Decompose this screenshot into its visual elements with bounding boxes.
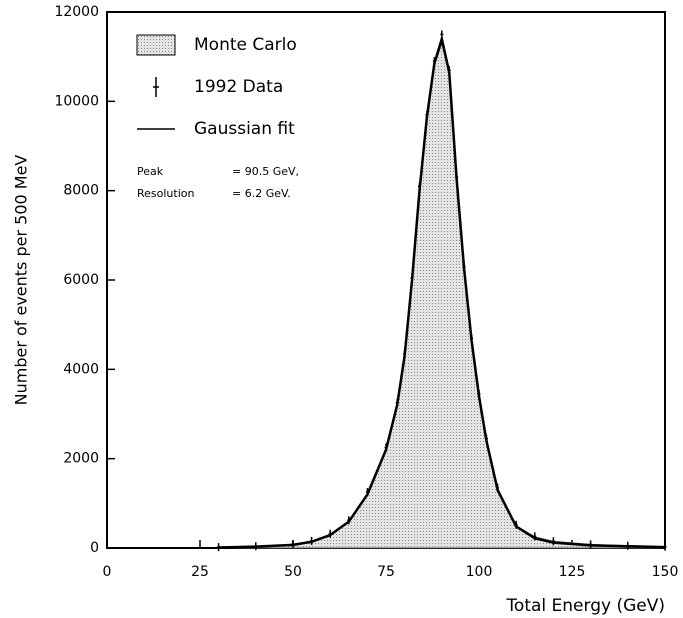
y-tick-label: 8000	[63, 183, 99, 199]
legend-swatch	[153, 77, 159, 97]
x-axis-label: Total Energy (GeV)	[505, 596, 665, 616]
annotation: = 6.2 GeV.	[232, 187, 291, 200]
fit-line	[218, 33, 666, 549]
x-tick-label: 100	[466, 564, 493, 580]
legend-label: Monte Carlo	[194, 35, 297, 55]
annotation: = 90.5 GeV,	[232, 165, 299, 178]
y-tick-label: 10000	[54, 93, 99, 109]
y-tick-label: 12000	[54, 4, 99, 20]
y-tick-label: 0	[90, 540, 99, 556]
x-tick-label: 150	[652, 564, 679, 580]
y-tick-label: 6000	[63, 272, 99, 288]
legend-swatch	[136, 34, 176, 56]
x-tick-label: 50	[284, 564, 302, 580]
x-tick-label: 75	[377, 564, 395, 580]
x-tick-label: 0	[103, 564, 112, 580]
legend-label: Gaussian fit	[194, 119, 295, 139]
x-tick-label: 25	[191, 564, 209, 580]
y-tick-label: 2000	[63, 451, 99, 467]
annotation: Resolution	[137, 187, 195, 200]
x-tick-label: 125	[559, 564, 586, 580]
y-tick-label: 4000	[63, 361, 99, 377]
annotation: Peak	[137, 165, 164, 178]
legend-label: 1992 Data	[194, 77, 283, 97]
y-axis-label: Number of events per 500 MeV	[12, 155, 31, 406]
